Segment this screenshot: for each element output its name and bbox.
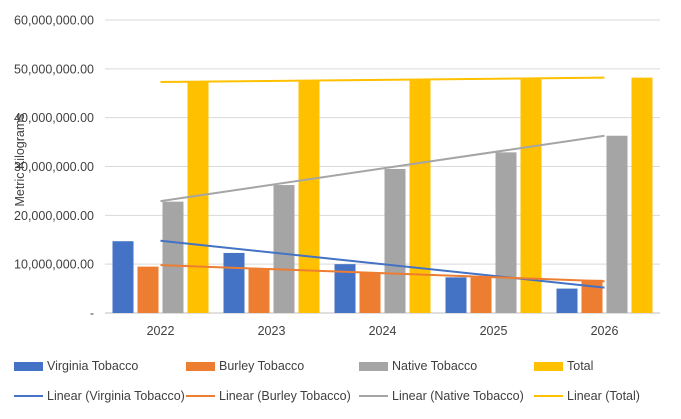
bar-total xyxy=(298,81,320,314)
legend-line-linear-total xyxy=(534,395,563,397)
y-axis-title: Metric Kilograms xyxy=(13,113,27,206)
legend-line-linear-native xyxy=(359,395,388,397)
legend-line-linear-burley xyxy=(186,395,215,397)
legend-label-native: Native Tobacco xyxy=(392,359,478,373)
legend-swatch-total xyxy=(534,361,563,371)
legend-item-burley: Burley Tobacco xyxy=(186,355,304,377)
bar-burley-tobacco xyxy=(137,266,159,313)
legend-trendlines: Linear (Virginia Tobacco) Linear (Burley… xyxy=(0,385,681,407)
bar-burley-tobacco xyxy=(470,277,492,313)
trendline-linear-virginia-tobacco xyxy=(160,239,605,289)
x-tick-label: 2024 xyxy=(369,324,397,338)
y-tick-label: 10,000,000.00 xyxy=(14,258,94,272)
bar-native-tobacco xyxy=(273,185,295,313)
legend-item-linear-burley: Linear (Burley Tobacco) xyxy=(186,385,351,407)
bar-native-tobacco xyxy=(162,201,184,313)
bar-burley-tobacco xyxy=(248,269,270,313)
legend-item-linear-virginia: Linear (Virginia Tobacco) xyxy=(14,385,185,407)
legend-label-virginia: Virginia Tobacco xyxy=(47,359,139,373)
legend-item-linear-native: Linear (Native Tobacco) xyxy=(359,385,524,407)
legend-item-total: Total xyxy=(534,355,593,377)
legend-line-linear-virginia xyxy=(14,395,43,397)
legend-label-burley: Burley Tobacco xyxy=(219,359,305,373)
bar-virginia-tobacco xyxy=(334,264,356,313)
trendline-linear-burley-tobacco xyxy=(160,264,605,283)
chart-plot: - 10,000,000.00 20,000,000.00 30,000,000.00… xyxy=(13,14,660,338)
legend-label-linear-total: Linear (Total) xyxy=(567,389,640,403)
legend-label-linear-virginia: Linear (Virginia Tobacco) xyxy=(47,389,185,403)
y-tick-label: 40,000,000.00 xyxy=(14,111,94,125)
legend-swatch-virginia xyxy=(14,361,43,371)
bar-total xyxy=(631,77,653,313)
legend-label-linear-native: Linear (Native Tobacco) xyxy=(392,389,524,403)
trendline-linear-total xyxy=(160,76,605,84)
bar-total xyxy=(187,82,209,313)
bar-virginia-tobacco xyxy=(445,277,467,313)
legend-bars: Virginia Tobacco Burley Tobacco Native T… xyxy=(0,355,681,377)
y-tick-label: - xyxy=(90,307,94,321)
bar-virginia-tobacco xyxy=(556,288,578,313)
x-tick-label: 2025 xyxy=(480,324,508,338)
bar-burley-tobacco xyxy=(359,272,381,313)
bar-total xyxy=(520,79,542,313)
trendline-linear-native-tobacco xyxy=(160,134,605,203)
bar-virginia-tobacco xyxy=(223,252,245,313)
bar-native-tobacco xyxy=(606,135,628,313)
x-tick-label: 2022 xyxy=(147,324,175,338)
x-tick-label: 2023 xyxy=(258,324,286,338)
bar-native-tobacco xyxy=(495,152,517,313)
y-tick-label: 50,000,000.00 xyxy=(14,62,94,76)
legend-swatch-native xyxy=(359,361,388,371)
y-tick-label: 20,000,000.00 xyxy=(14,209,94,223)
legend-item-linear-total: Linear (Total) xyxy=(534,385,640,407)
legend-item-virginia: Virginia Tobacco xyxy=(14,355,138,377)
bar-total xyxy=(409,79,431,313)
bar-virginia-tobacco xyxy=(112,241,134,313)
legend-swatch-burley xyxy=(186,361,215,371)
x-tick-label: 2026 xyxy=(591,324,619,338)
legend-label-total: Total xyxy=(567,359,594,373)
y-tick-label: 30,000,000.00 xyxy=(14,160,94,174)
legend-label-linear-burley: Linear (Burley Tobacco) xyxy=(219,389,351,403)
bar-native-tobacco xyxy=(384,168,406,313)
y-tick-label: 60,000,000.00 xyxy=(14,14,94,28)
bar-burley-tobacco xyxy=(581,279,603,313)
legend-item-native: Native Tobacco xyxy=(359,355,477,377)
